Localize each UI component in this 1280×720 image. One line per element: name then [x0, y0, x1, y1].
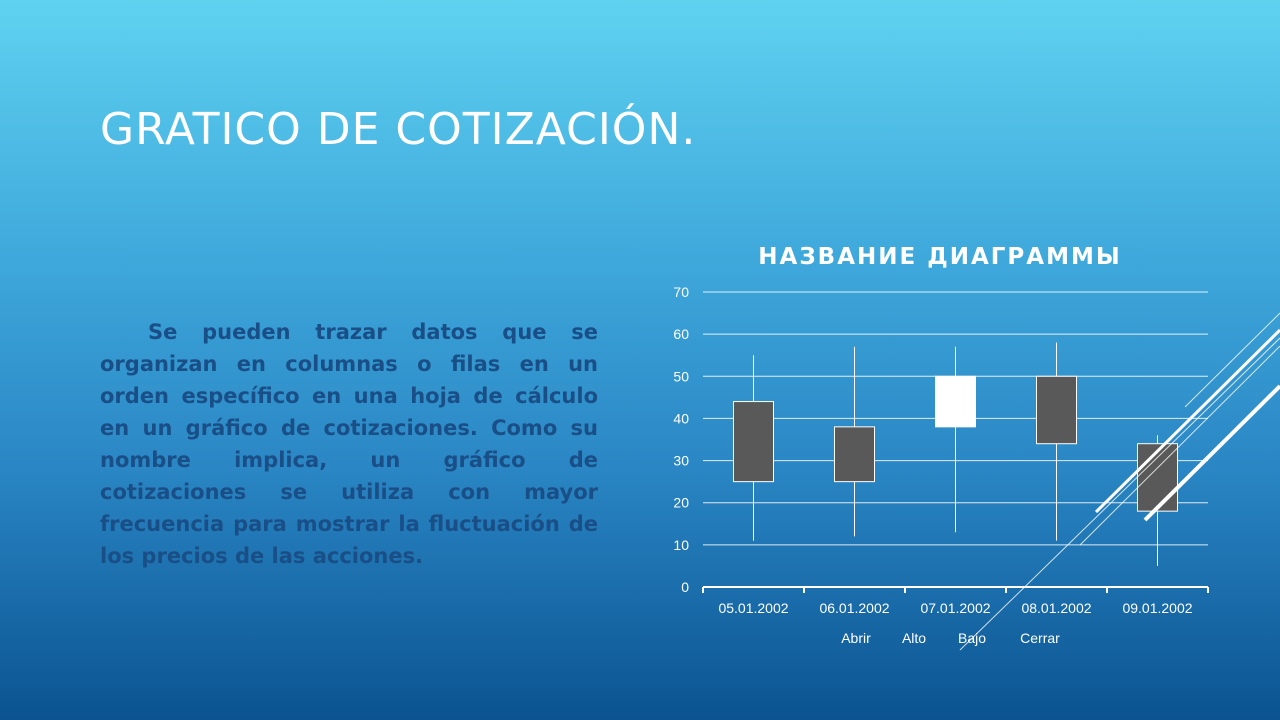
slide-title: GRATICO DE COTIZACIÓN.: [100, 104, 697, 155]
legend-entry: Cerrar: [1020, 630, 1060, 646]
y-tick-label: 30: [673, 453, 689, 469]
x-tick-label: 06.01.2002: [819, 600, 889, 616]
y-tick-label: 50: [673, 368, 689, 384]
body-text: Se pueden trazar datos que se organizan …: [100, 320, 598, 568]
y-tick-label: 20: [673, 495, 689, 511]
x-tick-label: 09.01.2002: [1122, 600, 1192, 616]
y-tick-label: 10: [673, 537, 689, 553]
candle-body: [1036, 375, 1077, 445]
legend-entry: Abrir: [841, 630, 871, 646]
x-tick-label: 07.01.2002: [920, 600, 990, 616]
x-tick-label: 08.01.2002: [1021, 600, 1091, 616]
candle-body: [1137, 443, 1178, 512]
y-tick-label: 60: [673, 326, 689, 342]
x-tick-label: 05.01.2002: [718, 600, 788, 616]
candle-body: [733, 401, 774, 483]
y-tick-label: 40: [673, 410, 689, 426]
legend-entry: Bajo: [958, 630, 986, 646]
candle-body: [935, 375, 976, 428]
legend-entry: Alto: [902, 630, 926, 646]
candle-body: [834, 426, 875, 483]
chart-title: НАЗВАНИЕ ДИАГРАММЫ: [758, 244, 1122, 270]
y-tick-label: 0: [681, 579, 689, 595]
y-tick-label: 70: [673, 284, 689, 300]
